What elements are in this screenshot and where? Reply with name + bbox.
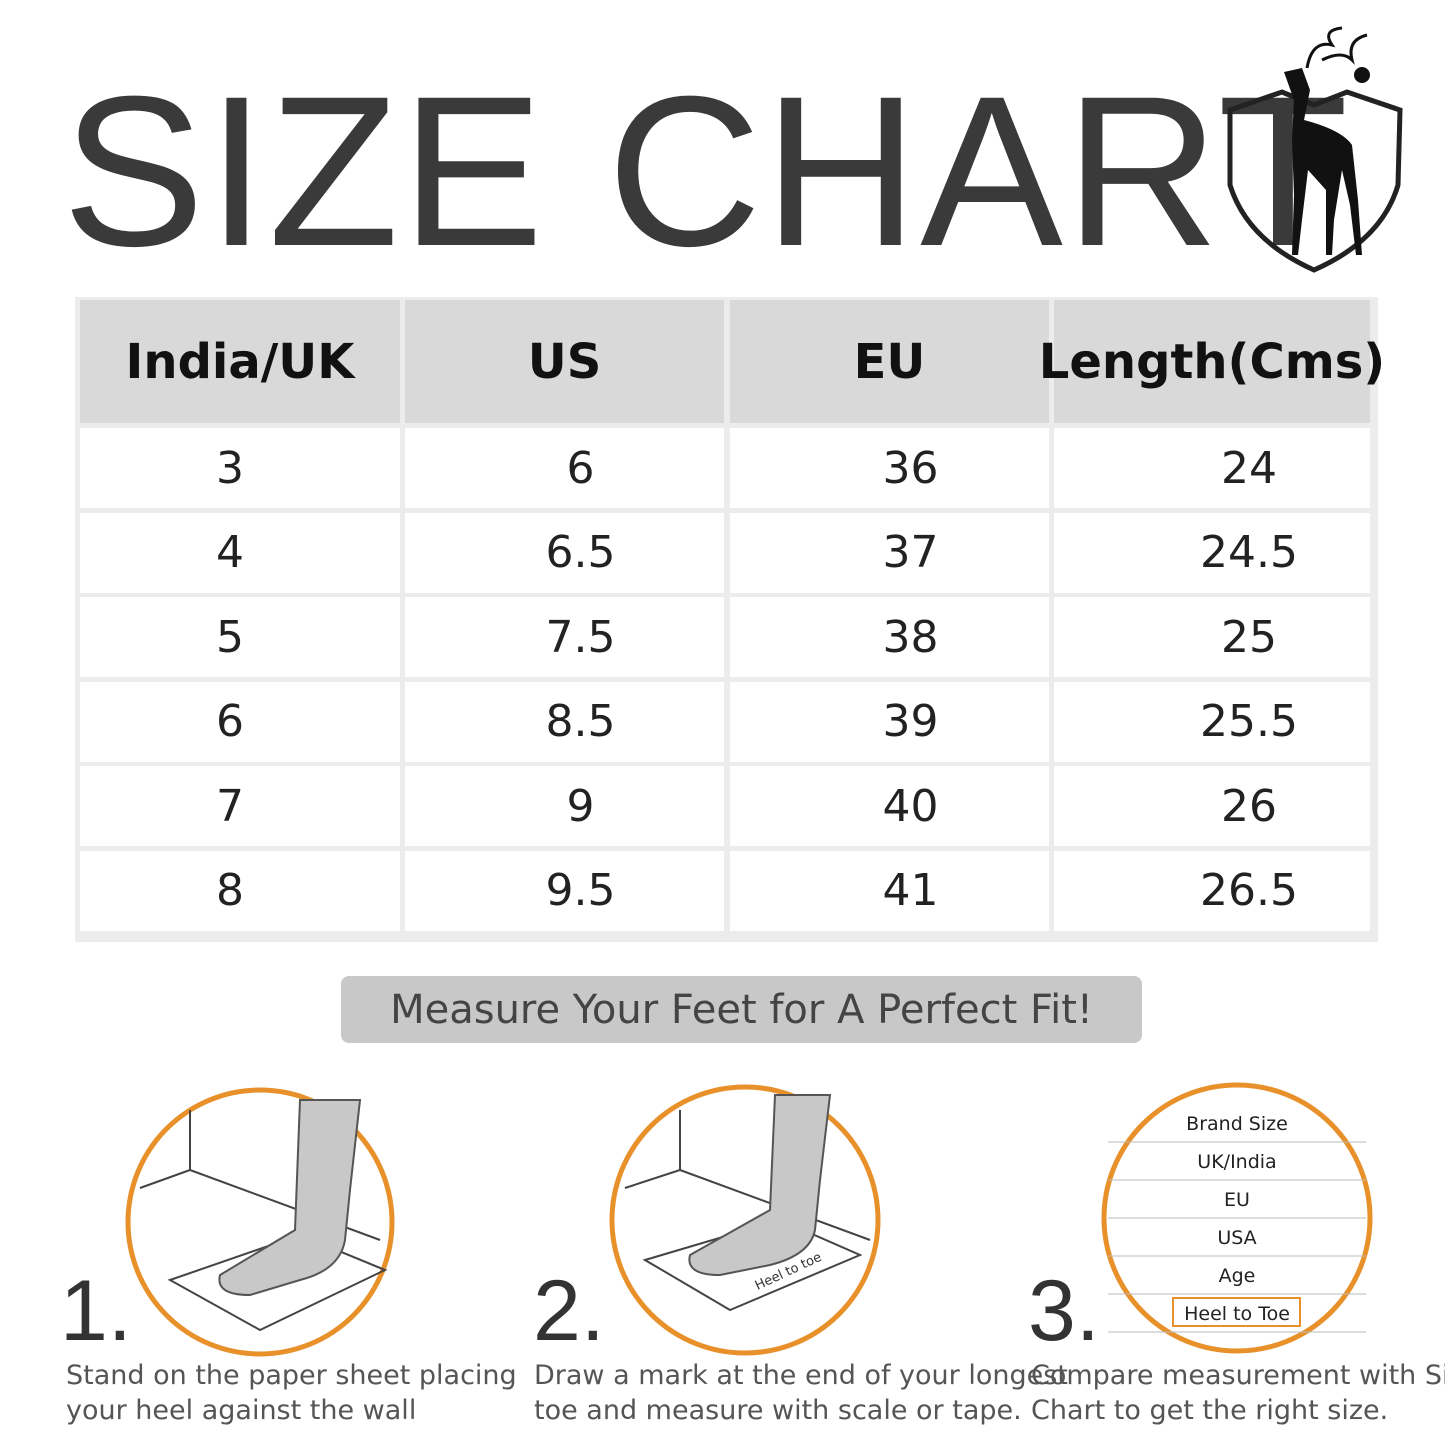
table-cell: 37 bbox=[730, 512, 1049, 593]
step-text: Chart to get the right size. bbox=[1031, 1395, 1389, 1426]
table-cell: 26.5 bbox=[1054, 850, 1370, 931]
step-text: Draw a mark at the end of your longest bbox=[534, 1360, 1068, 1391]
table-cell: 25 bbox=[1054, 597, 1370, 677]
table-cell: 8 bbox=[80, 850, 400, 931]
header-cell: India/UK bbox=[80, 300, 400, 423]
chart-row-label: UK/India bbox=[1197, 1151, 1276, 1173]
table-cell: 4 bbox=[80, 512, 400, 593]
table-cell: 9 bbox=[405, 766, 724, 846]
chart-row-label: EU bbox=[1224, 1189, 1250, 1211]
table-cell: 9.5 bbox=[405, 850, 724, 931]
table-cell: 5 bbox=[80, 597, 400, 677]
header-cell: Length(Cms) bbox=[1039, 300, 1385, 423]
header-cell: EU bbox=[730, 300, 1049, 423]
step-number: 3. bbox=[1028, 1263, 1100, 1359]
table-cell: 40 bbox=[730, 766, 1049, 846]
table-cell: 7.5 bbox=[405, 597, 724, 677]
table-cell: 25.5 bbox=[1054, 681, 1370, 762]
step-text: Compare measurement with Size bbox=[1031, 1360, 1445, 1391]
step3-illustration: Brand Size UK/India EU USA Age Heel to Toe bbox=[1101, 1082, 1373, 1354]
chart-row-label: Age bbox=[1219, 1265, 1256, 1287]
banner: Measure Your Feet for A Perfect Fit! bbox=[341, 976, 1142, 1043]
table-cell: 6 bbox=[80, 681, 400, 762]
size-table: India/UK US EU Length(Cms) 3 6 36 24 4 6.5 37 24.5 5… bbox=[75, 297, 1385, 942]
table-cell: 36 bbox=[730, 428, 1049, 508]
table-cell: 26 bbox=[1054, 766, 1370, 846]
table-cell: 39 bbox=[730, 681, 1049, 762]
table-cell: 3 bbox=[80, 428, 400, 508]
table-cell: 7 bbox=[80, 766, 400, 846]
chart-row-label: USA bbox=[1217, 1227, 1256, 1249]
header-cell: US bbox=[405, 300, 724, 423]
table-cell: 8.5 bbox=[405, 681, 724, 762]
illustrations: Heel to toe Brand Size UK/India EU USA Age He… bbox=[125, 1082, 1373, 1357]
table-cell: 6 bbox=[405, 428, 724, 508]
table-cell: 38 bbox=[730, 597, 1049, 677]
chart-row-label: Brand Size bbox=[1186, 1113, 1288, 1135]
table-cell: 24 bbox=[1054, 428, 1370, 508]
highlight-box bbox=[1172, 1297, 1301, 1327]
step-number: 2. bbox=[533, 1263, 605, 1359]
table-cell: 6.5 bbox=[405, 512, 724, 593]
step-text: your heel against the wall bbox=[66, 1395, 417, 1426]
table-cell: 41 bbox=[730, 850, 1049, 931]
step-text: Stand on the paper sheet placing bbox=[66, 1360, 517, 1391]
step1-illustration bbox=[125, 1087, 395, 1357]
table-cell: 24.5 bbox=[1054, 512, 1370, 593]
title: SIZE CHART bbox=[62, 52, 1351, 291]
logo bbox=[1227, 26, 1403, 273]
step2-illustration: Heel to toe bbox=[609, 1084, 881, 1356]
step-number: 1. bbox=[60, 1263, 132, 1359]
chart-row-label: Heel to Toe bbox=[1184, 1303, 1290, 1325]
step-text: toe and measure with scale or tape. bbox=[534, 1395, 1022, 1426]
